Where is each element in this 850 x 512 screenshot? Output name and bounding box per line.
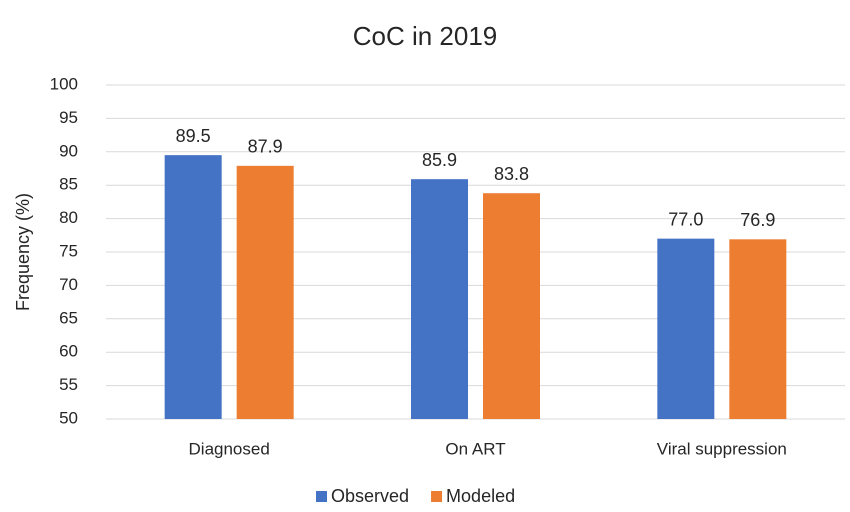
bar: [483, 193, 540, 419]
y-tick-label: 80: [59, 208, 78, 227]
value-label: 83.8: [494, 164, 529, 184]
value-label: 85.9: [422, 150, 457, 170]
x-tick-label: Viral suppression: [657, 439, 787, 458]
legend-label: Modeled: [446, 486, 515, 506]
value-label: 77.0: [668, 209, 703, 229]
bar: [411, 179, 468, 419]
y-tick-label: 100: [50, 74, 78, 93]
y-tick-label: 75: [59, 241, 78, 260]
y-tick-label: 95: [59, 108, 78, 127]
y-tick-label: 85: [59, 175, 78, 194]
chart-title: CoC in 2019: [353, 21, 498, 51]
bar: [236, 165, 294, 419]
legend-swatch: [316, 491, 327, 502]
x-tick-label: Diagnosed: [189, 439, 270, 458]
bar: [729, 239, 787, 419]
y-tick-label: 90: [59, 141, 78, 160]
bar: [164, 155, 222, 419]
value-label: 87.9: [248, 137, 283, 157]
y-tick-label: 65: [59, 308, 78, 327]
y-tick-label: 60: [59, 342, 78, 361]
legend-swatch: [431, 491, 443, 502]
y-tick-label: 55: [59, 375, 78, 394]
y-tick-label: 50: [59, 408, 78, 427]
value-label: 89.5: [176, 126, 211, 146]
bar: [657, 238, 715, 419]
legend-label: Observed: [331, 486, 409, 506]
x-tick-label: On ART: [445, 439, 505, 458]
y-axis-label: Frequency (%): [13, 193, 33, 311]
y-tick-label: 70: [59, 275, 78, 294]
value-label: 76.9: [740, 210, 775, 230]
